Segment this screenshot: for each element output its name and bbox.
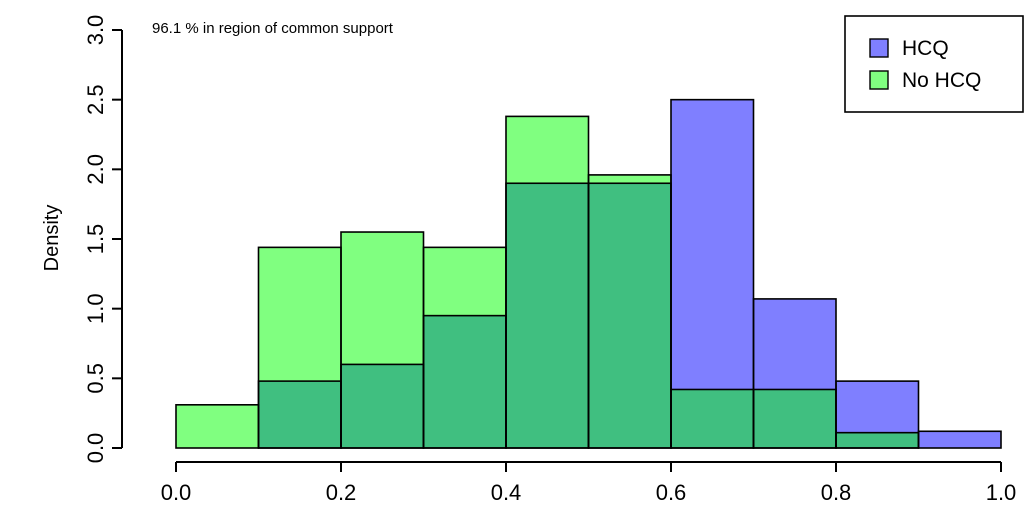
legend-label-no-hcq: No HCQ — [902, 69, 981, 92]
x-tick-label: 0.4 — [491, 480, 522, 505]
legend-swatch-no-hcq — [869, 70, 889, 90]
y-axis: 0.0 0.5 1.0 1.5 2.0 2.5 3.0 — [83, 15, 123, 464]
common-support-annotation: 96.1 % in region of common support — [152, 20, 394, 37]
bar-no-hcq — [587, 174, 672, 449]
bar-overlap — [506, 183, 589, 448]
bar-no-hcq-excess — [588, 174, 671, 184]
bar-hcq-excess — [918, 431, 1001, 448]
bar-hcq-excess — [753, 298, 836, 390]
x-axis: 0.0 0.2 0.4 0.6 0.8 1.0 — [161, 461, 1017, 505]
bar-overlap — [423, 315, 506, 448]
bar-overlap — [671, 389, 754, 448]
x-tick-label: 0.2 — [326, 480, 357, 505]
legend: HCQ No HCQ — [844, 15, 1024, 113]
bar-overlap — [588, 183, 671, 448]
x-tick-label: 0.8 — [821, 480, 852, 505]
x-tick-label: 0.6 — [656, 480, 687, 505]
bar-overlap — [753, 389, 836, 448]
bar-no-hcq-excess — [258, 247, 341, 382]
bar-no-hcq-excess — [341, 232, 424, 365]
bar-no-hcq-excess — [506, 116, 589, 184]
bars-layer — [175, 98, 1002, 449]
bar-no-hcq-excess — [176, 404, 259, 448]
bar-no-hcq-excess — [423, 247, 506, 316]
legend-label-hcq: HCQ — [902, 37, 949, 60]
y-tick-label: 2.0 — [83, 154, 108, 185]
legend-box — [844, 15, 1024, 113]
x-tick-label: 1.0 — [986, 480, 1017, 505]
legend-swatch-hcq — [869, 38, 889, 58]
bar-hcq-excess — [671, 99, 754, 390]
y-tick-label: 1.0 — [83, 293, 108, 324]
bar-overlap — [836, 432, 919, 448]
bar-no-hcq — [752, 388, 837, 449]
bar-hcq-excess — [836, 381, 919, 433]
bar-overlap — [258, 381, 341, 448]
bar-overlap — [341, 364, 424, 448]
y-tick-label: 2.5 — [83, 84, 108, 115]
y-tick-label: 1.5 — [83, 224, 108, 255]
y-axis-title: Density — [41, 205, 63, 272]
y-tick-label: 0.5 — [83, 363, 108, 394]
y-tick-label: 3.0 — [83, 15, 108, 46]
x-tick-label: 0.0 — [161, 480, 192, 505]
bar-no-hcq — [835, 431, 920, 449]
y-tick-label: 0.0 — [83, 433, 108, 464]
